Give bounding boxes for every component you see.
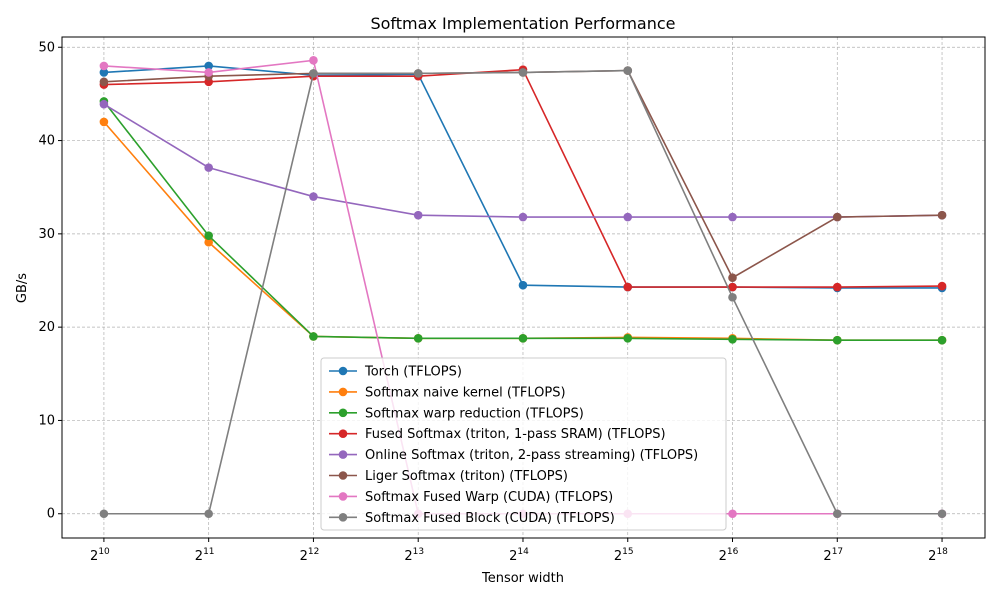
data-point [204,163,213,172]
chart-title: Softmax Implementation Performance [370,14,675,33]
series-line [103,103,943,218]
legend-marker [338,513,348,522]
legend-entry: Online Softmax (triton, 2-pass streaming… [365,448,698,463]
y-tick-label: 40 [38,134,55,149]
data-point [413,69,423,78]
data-point [728,509,737,519]
series-2 [99,117,947,345]
y-tick-label: 20 [38,320,55,335]
data-point [99,68,109,77]
data-point [937,281,947,291]
x-tick-label: 210 [90,547,110,564]
legend-entry: Softmax Fused Warp (CUDA) (TFLOPS) [365,490,613,505]
data-point [832,282,842,292]
y-axis-label: GB/s [15,273,30,303]
legend-entry: Torch (TFLOPS) [364,365,462,380]
legend-marker [338,471,348,480]
y-tick-label: 50 [38,40,55,55]
x-tick-label: 216 [719,547,739,564]
data-point [309,192,318,201]
x-tick-label: 211 [195,547,215,564]
legend-entry: Softmax naive kernel (TFLOPS) [365,385,566,400]
data-point [204,237,213,247]
legend-entry: Fused Softmax (triton, 1-pass SRAM) (TFL… [365,427,666,442]
data-point [309,56,318,65]
legend-marker [338,429,348,439]
data-point [204,509,213,519]
legend-box [320,357,727,531]
data-point [623,334,633,343]
data-point [728,292,737,302]
x-tick-label: 218 [928,547,948,564]
y-tick-label: 0 [47,507,55,522]
data-point [99,117,109,127]
data-point [204,231,213,241]
data-point [832,212,842,222]
x-tick-label: 215 [614,547,634,564]
data-point [937,335,947,345]
legend-marker [338,366,348,376]
data-point [937,509,947,519]
x-tick-label: 213 [404,547,424,564]
x-tick-label: 217 [823,547,843,564]
data-point [518,280,528,290]
data-point [99,77,109,87]
data-point [413,210,423,220]
y-tick-label: 30 [38,227,55,242]
x-tick-label: 212 [300,547,320,564]
data-point [623,66,633,75]
data-point [832,509,842,519]
y-tick-label: 10 [38,413,55,428]
data-point [309,332,318,341]
data-point [99,509,109,519]
x-tick-label: 214 [509,547,529,564]
data-point [623,282,633,292]
legend-entry: Softmax Fused Block (CUDA) (TFLOPS) [365,511,615,526]
data-point [832,335,842,345]
data-point [728,282,737,292]
data-point [99,99,109,109]
data-point [728,273,737,283]
legend-marker [338,492,348,501]
data-point [204,61,213,71]
data-point [204,68,213,77]
data-point [937,210,947,220]
data-point [99,61,109,71]
legend-marker [338,408,348,418]
data-point [518,212,528,222]
plot-frame [61,36,986,539]
legend-marker [338,387,348,397]
series-8 [99,66,947,519]
data-point [518,334,528,343]
legend-entry: Softmax warp reduction (TFLOPS) [365,406,584,421]
data-point [728,212,737,222]
data-point [623,212,633,222]
data-point [518,68,528,77]
legend-marker [338,450,348,459]
data-point [309,69,318,78]
data-point [413,334,423,343]
x-axis-label: Tensor width [481,571,564,586]
data-point [728,334,737,344]
legend-entry: Liger Softmax (triton) (TFLOPS) [365,469,568,484]
